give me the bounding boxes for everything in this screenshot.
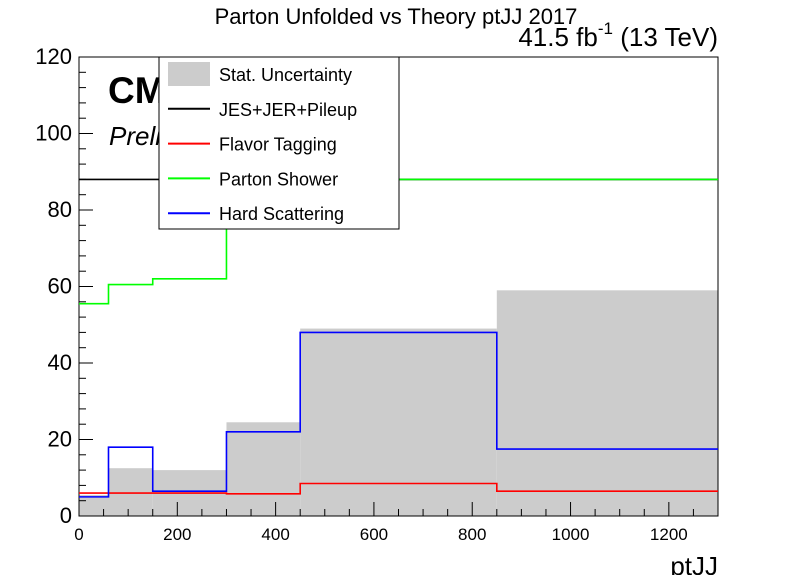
series-line-flavor-tagging xyxy=(79,482,718,495)
stat-band-bin xyxy=(496,290,718,516)
y-tick-label: 20 xyxy=(48,427,72,452)
lumi-superscript: -1 xyxy=(598,19,613,38)
x-axis-label: ptJJ xyxy=(670,551,718,575)
stat-uncertainty-band xyxy=(79,290,718,516)
x-tick-label: 400 xyxy=(261,525,289,544)
x-tick-label: 0 xyxy=(74,525,83,544)
y-tick-label: 80 xyxy=(48,197,72,222)
legend-label: JES+JER+Pileup xyxy=(219,100,357,120)
legend-label: Parton Shower xyxy=(219,169,338,189)
y-tick-label: 0 xyxy=(60,503,72,528)
legend: Stat. Uncertainty JES+JER+Pileup Flavor Ta… xyxy=(158,56,400,230)
legend-label: Stat. Uncertainty xyxy=(219,65,352,85)
y-tick-label: 60 xyxy=(48,274,72,299)
legend-label: Flavor Tagging xyxy=(219,135,337,155)
energy-label: (13 TeV) xyxy=(613,22,718,52)
axes: 0 200 400 600 800 1000 1200 0 20 40 60 80 100 120 xyxy=(35,44,719,544)
series-line-hard-scattering xyxy=(79,331,718,498)
stat-band-bin xyxy=(300,328,497,516)
legend-swatch xyxy=(168,62,210,86)
y-tick-label: 120 xyxy=(35,44,72,69)
lumi-label: 41.5 fb-1 (13 TeV) xyxy=(518,19,718,52)
lumi-value: 41.5 fb xyxy=(518,22,598,52)
stat-band-bin xyxy=(79,494,109,516)
stat-band-bin xyxy=(108,468,153,516)
legend-label: Hard Scattering xyxy=(219,204,344,224)
x-tick-label: 600 xyxy=(360,525,388,544)
stat-band-bin xyxy=(226,422,301,516)
x-tick-label: 1200 xyxy=(650,525,688,544)
x-tick-label: 800 xyxy=(458,525,486,544)
y-tick-label: 100 xyxy=(35,121,72,146)
y-tick-label: 40 xyxy=(48,350,72,375)
x-tick-label: 200 xyxy=(163,525,191,544)
x-tick-label: 1000 xyxy=(552,525,590,544)
chart-title: Parton Unfolded vs Theory ptJJ 2017 xyxy=(215,4,578,29)
